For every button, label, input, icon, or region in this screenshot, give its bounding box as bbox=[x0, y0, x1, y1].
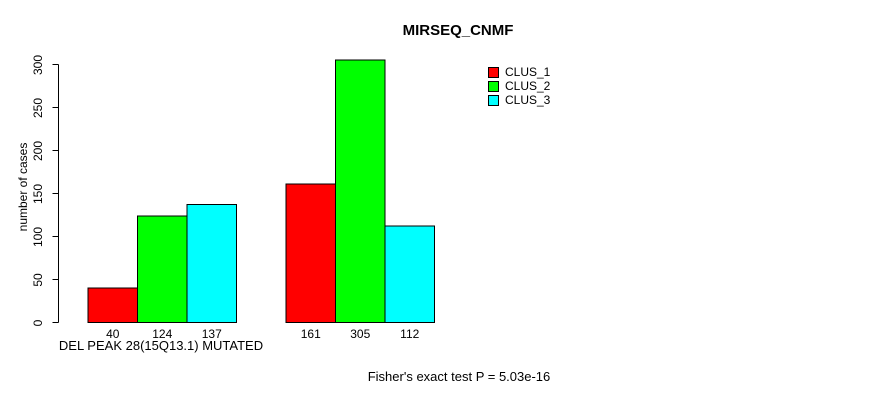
x-axis-label: DEL PEAK 28(15Q13.1) MUTATED bbox=[58, 338, 264, 353]
bar-clus_2-group1 bbox=[137, 215, 188, 323]
bar-value-label: 124 bbox=[152, 327, 173, 341]
legend-label: CLUS_2 bbox=[505, 79, 551, 93]
bar-clus_2-group2 bbox=[335, 59, 386, 323]
bar-value-label: 161 bbox=[300, 327, 321, 341]
y-tick-label: 100 bbox=[31, 226, 45, 247]
bar-value-label: 137 bbox=[201, 327, 222, 341]
bar-value-label: 305 bbox=[350, 327, 371, 341]
bar-value-label: 40 bbox=[106, 327, 120, 341]
y-tick-label: 0 bbox=[31, 319, 45, 326]
legend-swatch-icon bbox=[488, 80, 499, 92]
y-tick-label: 50 bbox=[31, 272, 45, 287]
legend-swatch-icon bbox=[488, 94, 499, 106]
legend-label: CLUS_1 bbox=[505, 65, 551, 79]
y-tick-label: 200 bbox=[31, 140, 45, 161]
legend-item-clus_1: CLUS_1 bbox=[488, 65, 550, 79]
legend-label: CLUS_3 bbox=[505, 93, 551, 107]
legend: CLUS_1 CLUS_2 CLUS_3 bbox=[488, 65, 550, 107]
y-tick-label: 250 bbox=[31, 97, 45, 118]
chart-title: MIRSEQ_CNMF bbox=[402, 22, 514, 39]
legend-item-clus_2: CLUS_2 bbox=[488, 79, 550, 93]
y-tick-label: 150 bbox=[31, 183, 45, 204]
fisher-test-annotation: Fisher's exact test P = 5.03e-16 bbox=[367, 369, 551, 384]
legend-swatch-icon bbox=[488, 66, 499, 78]
bar-clus_3-group2 bbox=[384, 225, 435, 323]
legend-item-clus_3: CLUS_3 bbox=[488, 93, 550, 107]
bar-clus_3-group1 bbox=[186, 204, 237, 323]
bar-clus_1-group2 bbox=[285, 183, 336, 323]
bar-value-label: 112 bbox=[400, 327, 420, 341]
y-axis-title: number of cases bbox=[16, 142, 30, 232]
bar-clus_1-group1 bbox=[87, 287, 138, 324]
y-tick-label: 300 bbox=[31, 54, 45, 75]
